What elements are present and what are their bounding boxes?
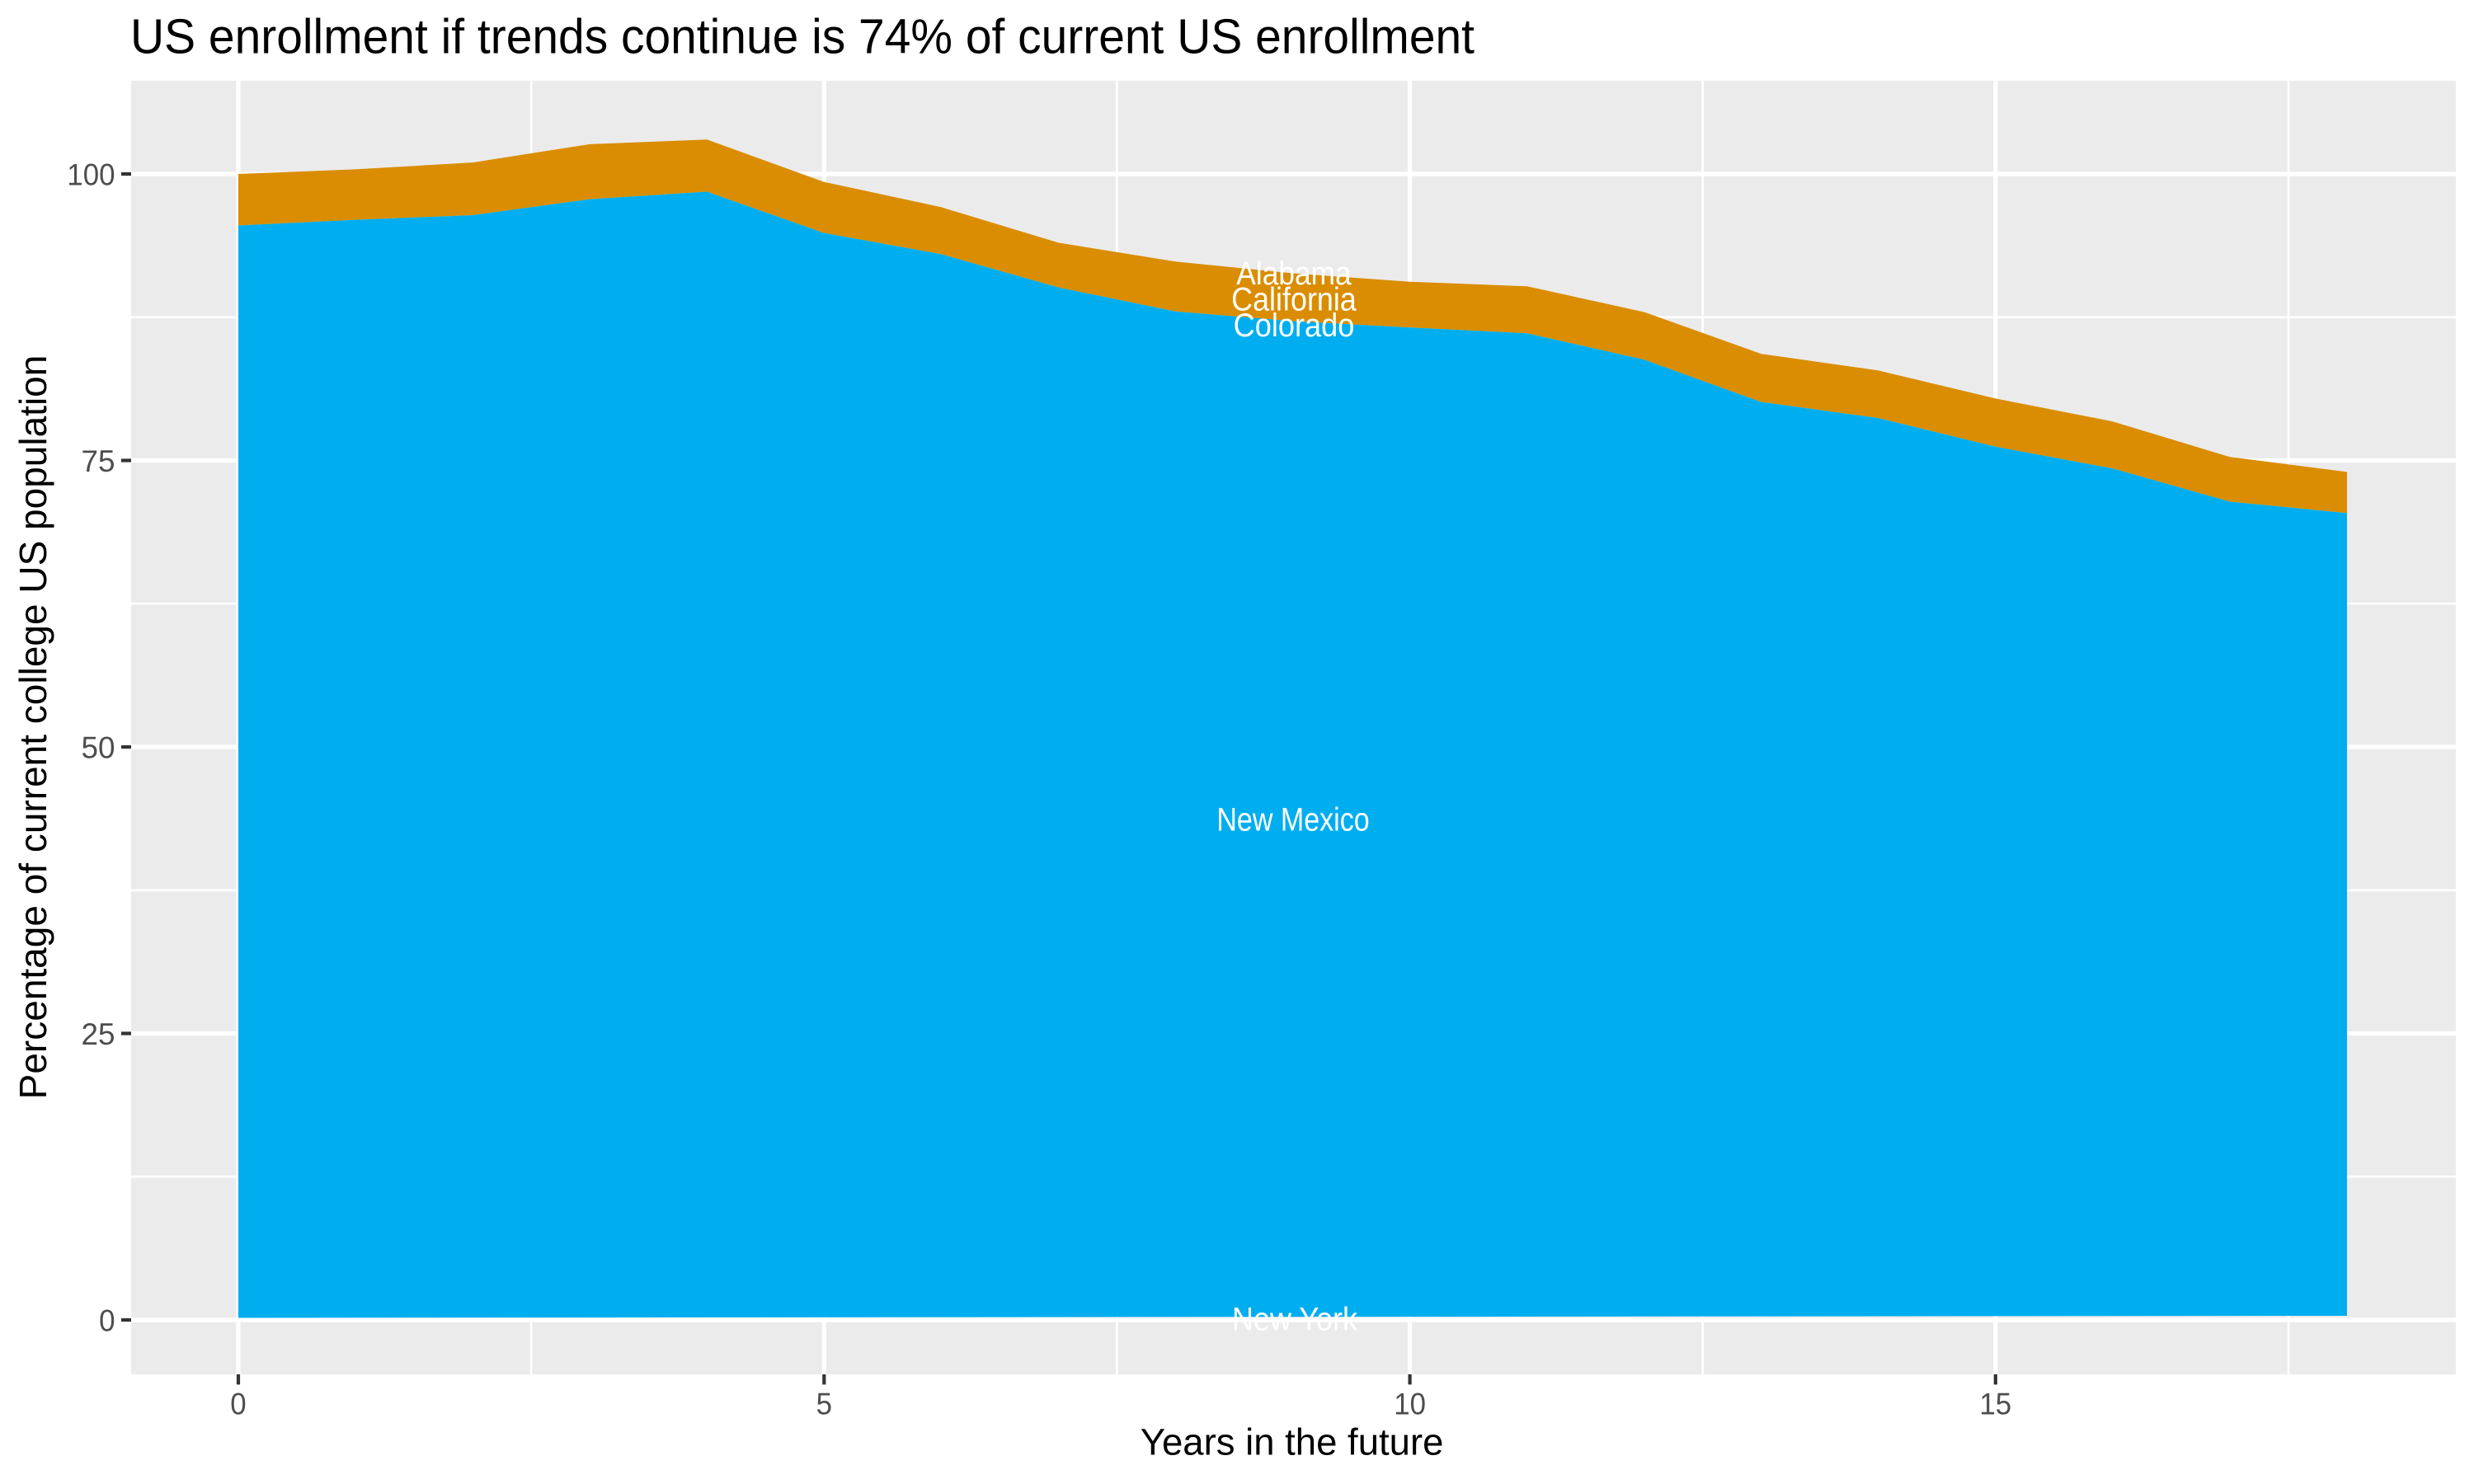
svg-text:US enrollment if trends contin: US enrollment if trends continue is 74% …	[130, 9, 1475, 64]
svg-text:Alabama: Alabama	[1236, 256, 1351, 292]
svg-text:California: California	[1231, 282, 1357, 318]
svg-text:50: 50	[82, 730, 115, 764]
svg-text:75: 75	[82, 444, 115, 478]
svg-text:15: 15	[1979, 1387, 2011, 1421]
svg-text:Colorado: Colorado	[1234, 308, 1355, 344]
svg-text:5: 5	[816, 1387, 832, 1421]
svg-text:10: 10	[1394, 1387, 1426, 1421]
svg-text:0: 0	[230, 1387, 246, 1421]
svg-text:25: 25	[82, 1017, 115, 1051]
svg-text:New York: New York	[1232, 1302, 1357, 1338]
svg-text:Years in the future: Years in the future	[1141, 1421, 1444, 1463]
svg-text:100: 100	[67, 157, 115, 191]
svg-text:New Mexico: New Mexico	[1216, 802, 1369, 838]
svg-text:0: 0	[99, 1303, 115, 1337]
svg-text:Percentage of current college: Percentage of current college US populat…	[12, 355, 54, 1100]
